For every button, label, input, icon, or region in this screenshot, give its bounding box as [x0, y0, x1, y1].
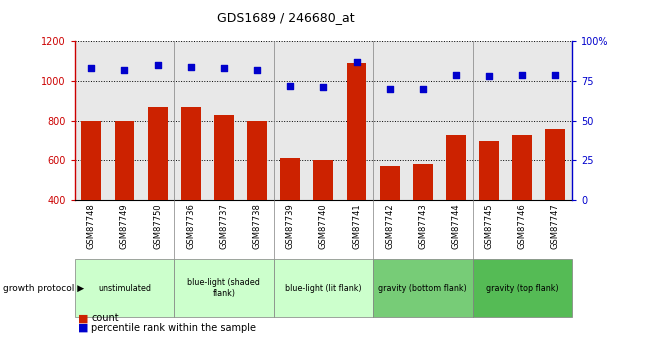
- Point: [120, 67, 130, 73]
- Point: [351, 59, 361, 65]
- Bar: [446, 135, 466, 279]
- Bar: [280, 158, 300, 279]
- Text: ■: ■: [78, 323, 88, 333]
- Text: gravity (bottom flank): gravity (bottom flank): [378, 284, 467, 293]
- Bar: [473, 259, 572, 317]
- Bar: [512, 135, 532, 279]
- Bar: [75, 259, 174, 317]
- Bar: [114, 121, 135, 279]
- Bar: [247, 121, 267, 279]
- Point: [384, 86, 395, 92]
- Text: blue-light (lit flank): blue-light (lit flank): [285, 284, 361, 293]
- Bar: [413, 164, 433, 279]
- Bar: [373, 259, 473, 317]
- Text: percentile rank within the sample: percentile rank within the sample: [91, 323, 256, 333]
- Text: ■: ■: [78, 314, 88, 323]
- Bar: [174, 259, 274, 317]
- Point: [285, 83, 295, 89]
- Text: growth protocol ▶: growth protocol ▶: [3, 284, 84, 293]
- Bar: [181, 107, 201, 279]
- Bar: [313, 160, 333, 279]
- Bar: [214, 115, 234, 279]
- Text: GDS1689 / 246680_at: GDS1689 / 246680_at: [217, 11, 355, 24]
- Point: [417, 86, 428, 92]
- Text: unstimulated: unstimulated: [98, 284, 151, 293]
- Point: [484, 73, 494, 79]
- Point: [152, 62, 162, 68]
- Bar: [148, 107, 168, 279]
- Point: [252, 67, 262, 73]
- Point: [517, 72, 528, 78]
- Point: [550, 72, 560, 78]
- Bar: [545, 129, 566, 279]
- Bar: [81, 121, 101, 279]
- Point: [318, 85, 328, 90]
- Bar: [479, 141, 499, 279]
- Bar: [346, 63, 367, 279]
- Bar: [274, 259, 373, 317]
- Point: [86, 66, 97, 71]
- Text: gravity (top flank): gravity (top flank): [486, 284, 558, 293]
- Point: [186, 64, 196, 70]
- Text: count: count: [91, 314, 119, 323]
- Point: [450, 72, 461, 78]
- Point: [218, 66, 229, 71]
- Text: blue-light (shaded
flank): blue-light (shaded flank): [187, 278, 261, 298]
- Bar: [380, 166, 400, 279]
